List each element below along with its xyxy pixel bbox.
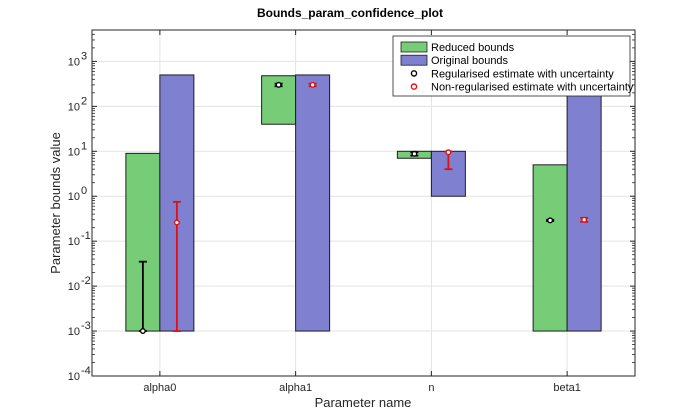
y-tick-exponent: -1 (81, 230, 91, 242)
legend-marker (410, 83, 418, 90)
legend-item: Non-regularised estimate with uncertaint… (410, 82, 634, 94)
estimate-marker (275, 81, 282, 88)
error-bar (274, 81, 283, 88)
y-tick-base: 10 (68, 326, 80, 338)
range-bar (532, 164, 568, 332)
estimate-marker (445, 149, 452, 156)
range-bar (295, 74, 331, 332)
error-bars (138, 81, 589, 335)
x-tick-label: alpha0 (143, 382, 176, 394)
error-bar (546, 217, 555, 224)
y-tick-base: 10 (68, 56, 80, 68)
legend-marker (410, 70, 418, 77)
error-bar (308, 81, 317, 88)
y-tick-exponent: 2 (81, 95, 87, 107)
range-bar (566, 74, 602, 332)
error-bar (410, 150, 419, 157)
y-tick-base: 10 (68, 101, 80, 113)
legend-label: Reduced bounds (431, 42, 515, 54)
y-tick-base: 10 (68, 146, 80, 158)
error-bar (172, 200, 181, 332)
estimate-marker (139, 328, 146, 335)
estimate-marker (309, 81, 316, 88)
legend-swatch (400, 41, 428, 53)
y-tick-base: 10 (68, 371, 80, 383)
error-bar (138, 260, 147, 335)
x-tick-label: beta1 (553, 382, 581, 394)
y-tick-label: 10 -2 (68, 275, 91, 293)
y-tick-label: 10 2 (68, 95, 87, 113)
y-tick-exponent: -3 (81, 320, 91, 332)
estimate-marker (173, 219, 180, 226)
error-bar (580, 216, 589, 223)
y-tick-exponent: 3 (81, 50, 87, 62)
estimate-marker (411, 150, 418, 157)
legend-label: Regularised estimate with uncertainty (431, 68, 614, 80)
chart-title: Bounds_param_confidence_plot (257, 6, 443, 20)
y-tick-exponent: 1 (81, 140, 87, 152)
x-tick-label: n (428, 382, 434, 394)
y-tick-label: 10 -1 (68, 230, 91, 248)
y-tick-label: 10 0 (68, 185, 87, 203)
legend-label: Non-regularised estimate with uncertaint… (431, 82, 634, 94)
y-tick-label: 10 1 (68, 140, 87, 158)
estimate-marker (547, 217, 554, 224)
legend-item: Regularised estimate with uncertainty (410, 68, 614, 80)
y-tick-exponent: 0 (81, 185, 87, 197)
y-tick-exponent: -2 (81, 275, 91, 287)
y-tick-base: 10 (68, 191, 80, 203)
y-axis-label: Parameter bounds value (48, 132, 63, 274)
y-tick-label: 10 -3 (68, 320, 91, 338)
error-bar (444, 149, 453, 171)
y-tick-label: 103 (68, 50, 87, 68)
legend-box (392, 35, 631, 97)
x-tick-label: alpha1 (279, 382, 312, 394)
y-tick-base: 10 (68, 236, 80, 248)
legend-swatch (400, 54, 428, 66)
estimate-marker (581, 216, 588, 223)
bars (125, 74, 602, 332)
x-axis-label: Parameter name (315, 395, 412, 410)
legend-item: Original bounds (400, 54, 509, 67)
y-tick-base: 10 (68, 281, 80, 293)
y-tick-label: 10 -4 (68, 365, 91, 383)
legend-item: Reduced bounds (400, 41, 515, 54)
legend-label: Original bounds (431, 55, 509, 67)
y-tick-exponent: -4 (81, 365, 91, 377)
